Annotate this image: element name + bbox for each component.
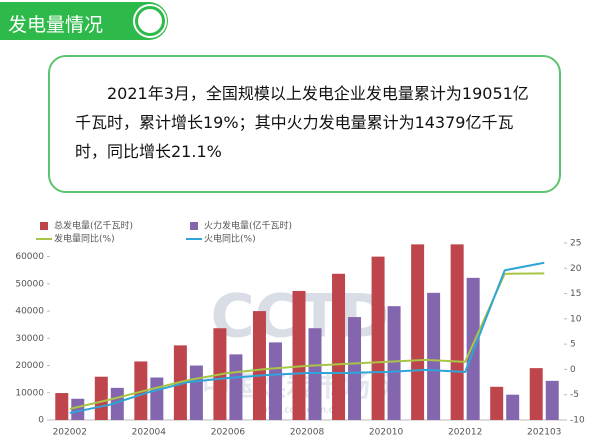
bar — [506, 394, 520, 420]
bar — [150, 377, 164, 420]
y-tick-label: 50000 — [15, 279, 44, 289]
x-tick-label: 202008 — [290, 428, 325, 438]
bar — [387, 306, 401, 420]
bar — [94, 376, 108, 420]
x-tick-label: 202002 — [53, 428, 87, 438]
y2-tick-label: 5 — [570, 340, 576, 350]
y2-tick-label: -10 — [570, 416, 585, 426]
legend-label: 总发电量(亿千瓦时) — [54, 220, 133, 232]
legend-label: 火电同比(%) — [204, 233, 256, 245]
toggle-icon — [135, 6, 165, 36]
bar — [332, 273, 346, 420]
bar — [411, 244, 425, 420]
x-tick-label: 202103 — [527, 428, 561, 438]
bar — [348, 317, 362, 420]
x-tick-label: 202010 — [369, 428, 404, 438]
x-tick-label: 202012 — [448, 428, 482, 438]
bar — [292, 290, 306, 420]
bar — [252, 311, 266, 420]
bar — [308, 328, 322, 420]
legend-swatch — [40, 222, 48, 230]
bar — [490, 386, 504, 420]
y-tick-label: 40000 — [15, 307, 44, 317]
y2-tick-label: 20 — [570, 264, 582, 274]
bar — [427, 292, 441, 420]
y2-tick-label: 10 — [570, 314, 582, 324]
bar — [371, 256, 385, 420]
legend-label: 发电量同比(%) — [54, 233, 115, 245]
y-tick-label: 10000 — [15, 388, 44, 398]
y2-tick-label: -5 — [570, 390, 579, 400]
x-tick-label: 202004 — [132, 428, 167, 438]
bar — [229, 354, 243, 420]
y2-tick-label: 0 — [570, 365, 576, 375]
section-title: 发电量情况 — [8, 14, 104, 36]
y-tick-label: 20000 — [15, 361, 44, 371]
y2-tick-label: 25 — [570, 239, 581, 249]
bar — [71, 398, 85, 420]
x-tick-label: 202006 — [211, 428, 246, 438]
y-tick-label: 0 — [38, 416, 44, 426]
bar — [268, 342, 282, 420]
bar — [529, 368, 543, 420]
summary-box: 2021年3月，全国规模以上发电企业发电量累计为19051亿千瓦时，累计增长19… — [48, 55, 561, 193]
bar — [450, 244, 464, 420]
bar — [189, 365, 203, 420]
y-tick-label: 30000 — [15, 334, 44, 344]
section-header: 发电量情况 — [0, 2, 168, 40]
y-tick-label: 60000 — [15, 252, 44, 262]
summary-text: 2021年3月，全国规模以上发电企业发电量累计为19051亿千瓦时，累计增长19… — [75, 84, 529, 161]
line-series — [69, 272, 545, 410]
legend-label: 火力发电量(亿千瓦时) — [204, 220, 292, 232]
bar — [545, 380, 559, 420]
legend-swatch — [190, 222, 198, 230]
bar — [55, 393, 69, 420]
line-series — [69, 261, 545, 414]
y2-tick-label: 15 — [570, 289, 581, 299]
